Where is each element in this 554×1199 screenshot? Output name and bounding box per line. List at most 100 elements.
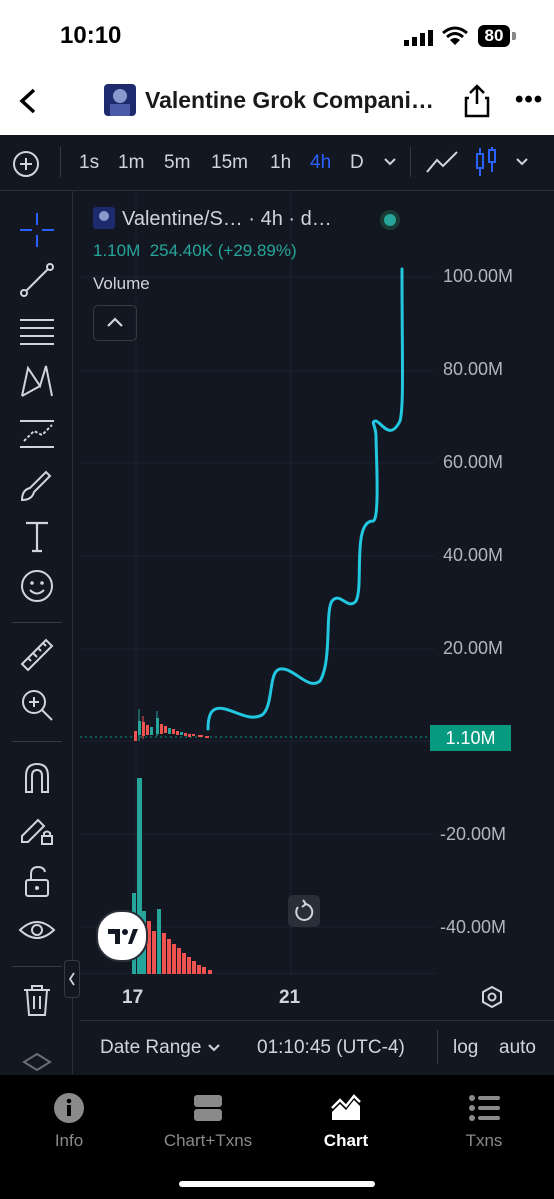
tab-chart-txns[interactable] xyxy=(148,1092,268,1152)
magnet-icon[interactable] xyxy=(18,758,56,796)
trend-line-icon[interactable] xyxy=(18,261,56,299)
forecast-icon[interactable] xyxy=(18,415,56,453)
candle xyxy=(168,728,171,734)
candle xyxy=(134,731,137,741)
candle xyxy=(198,735,203,737)
timeframe-1s[interactable]: 1s xyxy=(79,152,100,173)
battery-tip xyxy=(512,32,516,40)
add-indicator-icon[interactable] xyxy=(12,150,40,178)
wifi-icon xyxy=(442,26,468,45)
emoji-icon[interactable] xyxy=(18,567,56,605)
chevron-left-icon[interactable] xyxy=(16,86,40,125)
timeframe-toolbar xyxy=(0,135,554,191)
collapse-legend-button[interactable] xyxy=(93,305,137,341)
toolbar-divider xyxy=(60,147,61,177)
candle xyxy=(180,732,183,735)
tab-bar xyxy=(0,1075,554,1199)
layers-icon[interactable] xyxy=(22,1052,52,1074)
toolbar-divider xyxy=(12,622,62,623)
status-time: 10:10 xyxy=(60,22,122,49)
candle xyxy=(184,733,187,736)
date-range-button[interactable]: Date Range xyxy=(100,1037,221,1059)
volume-bar xyxy=(137,778,142,974)
fib-lines-icon[interactable] xyxy=(18,312,56,350)
tab-txns[interactable] xyxy=(424,1092,544,1152)
candle xyxy=(150,727,153,735)
eye-icon[interactable] xyxy=(18,912,56,950)
bottom-divider xyxy=(437,1030,438,1064)
price-axis-tick: 80.00M xyxy=(443,359,504,379)
candle xyxy=(172,729,175,734)
header-bar xyxy=(0,75,554,135)
candles xyxy=(134,709,209,741)
page-title: Valentine Grok Compani… xyxy=(145,87,434,113)
timeframe-1h[interactable]: 1h xyxy=(270,152,292,173)
reset-chart-button[interactable] xyxy=(288,895,320,927)
crosshair-icon[interactable] xyxy=(18,211,56,249)
candle xyxy=(188,734,191,737)
brush-icon[interactable] xyxy=(18,466,56,504)
timeframe-1m[interactable]: 1m xyxy=(118,152,145,173)
candle xyxy=(142,722,145,736)
price-chart[interactable] xyxy=(80,191,554,974)
more-icon[interactable]: ••• xyxy=(515,86,544,113)
volume-bar xyxy=(177,948,181,974)
chart-icon xyxy=(331,1094,361,1120)
home-indicator xyxy=(179,1181,375,1187)
toolbar-divider xyxy=(12,966,62,967)
pattern-icon[interactable] xyxy=(18,362,56,400)
legend-change: 254.40K (+29.89%) xyxy=(149,241,297,260)
signal-icon xyxy=(404,30,433,46)
chevron-down-icon[interactable] xyxy=(383,157,397,167)
market-status-icon xyxy=(380,210,400,230)
volume-bar xyxy=(147,921,151,974)
candle xyxy=(160,724,163,734)
log-scale-toggle[interactable]: log xyxy=(453,1037,479,1058)
volume-bar xyxy=(152,931,156,974)
battery-level: 80 xyxy=(478,25,510,47)
timeframe-5m[interactable]: 5m xyxy=(164,152,191,173)
candle xyxy=(146,725,149,735)
legend-symbol-name: Valentine/S… xyxy=(122,208,243,230)
timeframe-4h[interactable]: 4h xyxy=(310,152,332,173)
candle xyxy=(156,718,159,734)
timeframe-15m[interactable]: 15m xyxy=(211,152,248,173)
price-axis-tick: -40.00M xyxy=(440,917,507,937)
candle xyxy=(176,731,179,735)
price-axis-tick: 60.00M xyxy=(443,452,504,472)
timeframe-d[interactable]: D xyxy=(350,152,364,173)
share-icon[interactable] xyxy=(464,84,490,118)
candle xyxy=(138,721,141,735)
ruler-icon[interactable] xyxy=(18,636,56,674)
volume-bar xyxy=(187,957,191,974)
line-chart-icon[interactable] xyxy=(425,150,459,174)
tab-chart[interactable] xyxy=(286,1092,406,1152)
toolbar-divider xyxy=(410,147,411,177)
toolbar-divider xyxy=(12,741,62,742)
token-avatar xyxy=(104,84,136,116)
chart-bottom-bar xyxy=(80,1020,554,1075)
trash-icon[interactable] xyxy=(18,981,56,1019)
volume-bar xyxy=(172,944,176,974)
chevron-down-icon[interactable] xyxy=(515,157,529,167)
unlock-icon[interactable] xyxy=(18,862,56,900)
current-price-badge: 1.10M xyxy=(430,725,511,751)
volume-label: Volume xyxy=(93,274,150,293)
candle xyxy=(164,726,167,733)
candle xyxy=(192,734,195,736)
lock-drawing-icon[interactable] xyxy=(18,810,56,848)
tradingview-logo[interactable] xyxy=(96,910,148,962)
toolbar-collapse-handle[interactable] xyxy=(64,960,80,998)
tab-info[interactable] xyxy=(9,1092,129,1152)
zoom-in-icon[interactable] xyxy=(18,686,56,724)
auto-scale-toggle[interactable]: auto xyxy=(499,1037,536,1058)
candle xyxy=(205,736,209,738)
volume-bar xyxy=(162,933,166,974)
timezone-clock[interactable]: 01:10:45 (UTC-4) xyxy=(257,1037,405,1058)
legend-price: 1.10M xyxy=(93,241,141,260)
legend-symbol[interactable]: Valentine/S… · 4h · d… xyxy=(122,208,332,231)
settings-icon[interactable] xyxy=(480,985,504,1009)
text-icon[interactable] xyxy=(18,517,56,555)
candles-icon[interactable] xyxy=(474,146,498,178)
volume-bar xyxy=(167,939,171,974)
